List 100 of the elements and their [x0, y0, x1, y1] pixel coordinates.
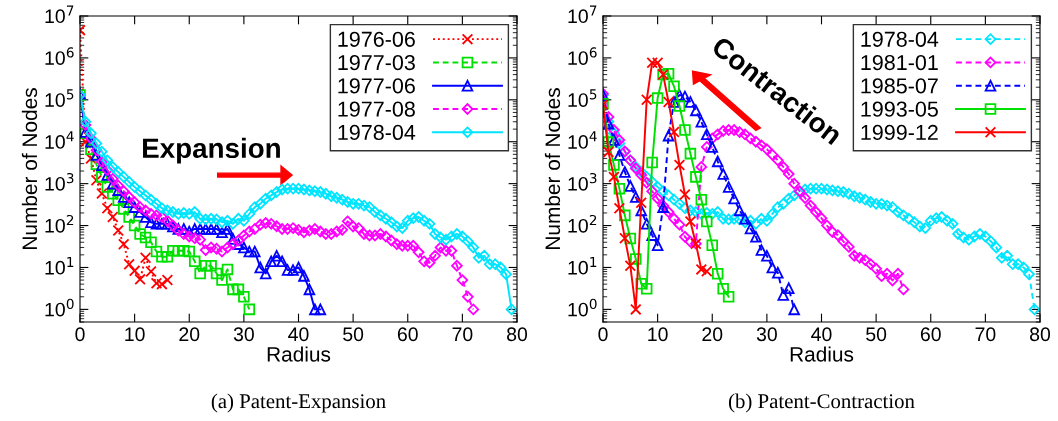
- point: [892, 267, 904, 280]
- point: [630, 253, 642, 265]
- point: [101, 202, 114, 214]
- point: [624, 180, 637, 192]
- point: [608, 159, 620, 171]
- point: [668, 212, 680, 225]
- point: [107, 211, 119, 223]
- point: [216, 226, 228, 239]
- point: [139, 211, 152, 223]
- point: [684, 235, 697, 248]
- point: [766, 261, 779, 274]
- point: [254, 261, 267, 274]
- x-tick-label: 40: [811, 327, 832, 342]
- x-tick-label: 0: [598, 327, 608, 342]
- y-tick-label: 10$^{0}$: [45, 298, 74, 317]
- point: [156, 278, 168, 290]
- point: [695, 115, 708, 128]
- point: [766, 148, 779, 161]
- point: [183, 245, 196, 258]
- point: [701, 128, 713, 141]
- point: [619, 209, 631, 222]
- point: [314, 303, 327, 316]
- point: [232, 238, 245, 250]
- point: [167, 245, 179, 257]
- y-tick-label: 10$^{4}$: [45, 131, 74, 149]
- x-tick-label: 20: [179, 327, 200, 342]
- point: [117, 238, 130, 250]
- text: (a) Patent-Expansion: [211, 393, 386, 413]
- point: [815, 212, 828, 224]
- point: [145, 236, 157, 249]
- point: [194, 267, 206, 280]
- text: (b) Patent-Contraction: [728, 393, 915, 413]
- point: [265, 255, 277, 268]
- point: [96, 187, 108, 200]
- point: [679, 124, 691, 136]
- point: [630, 303, 642, 316]
- legend-label: 1977-03: [338, 54, 415, 71]
- point: [139, 231, 152, 244]
- x-tick-label: 30: [233, 327, 254, 342]
- point: [205, 259, 217, 272]
- point: [859, 254, 872, 266]
- point: [826, 226, 839, 238]
- point: [700, 141, 713, 153]
- point: [777, 289, 790, 301]
- point: [711, 267, 724, 280]
- point: [101, 181, 114, 193]
- y-tick-label: 10$^{6}$: [45, 47, 74, 65]
- point: [662, 96, 675, 108]
- x-tick-label: 40: [288, 327, 309, 342]
- point: [145, 216, 157, 229]
- point: [287, 264, 299, 276]
- y-tick-label: 10$^{0}$: [568, 298, 597, 317]
- point: [651, 92, 664, 104]
- y-tick-label: 10$^{1}$: [568, 257, 597, 275]
- point: [662, 67, 675, 80]
- point: [107, 177, 119, 190]
- point: [221, 223, 234, 235]
- point: [733, 204, 746, 217]
- point: [886, 274, 899, 287]
- point: [156, 251, 168, 263]
- x-tick-label: 20: [702, 327, 723, 342]
- point: [640, 176, 653, 189]
- point: [635, 277, 648, 290]
- point: [303, 283, 316, 296]
- point: [772, 266, 784, 279]
- point: [739, 213, 751, 225]
- point: [651, 56, 664, 69]
- point: [117, 203, 130, 215]
- point: [662, 129, 675, 142]
- point: [292, 261, 305, 274]
- point: [134, 273, 146, 286]
- legend-label: 1993-05: [861, 101, 938, 117]
- point: [744, 222, 757, 235]
- point: [679, 90, 691, 103]
- point: [777, 161, 790, 173]
- y-tick-label: 10$^{7}$: [45, 5, 74, 24]
- y-tick-label: 10$^{6}$: [568, 47, 597, 65]
- point: [635, 204, 648, 217]
- legend-label: 1981-01: [861, 54, 938, 71]
- point: [112, 224, 125, 237]
- point: [205, 223, 217, 235]
- point: [635, 169, 648, 181]
- point: [238, 241, 250, 254]
- point: [673, 89, 686, 101]
- y-tick-label: 10$^{7}$: [568, 5, 597, 24]
- legend-label: 1976-06: [338, 31, 415, 47]
- point: [684, 147, 697, 160]
- point: [128, 201, 141, 213]
- point: [90, 174, 103, 187]
- point: [750, 231, 762, 243]
- point: [210, 267, 223, 280]
- point: [842, 241, 855, 253]
- point: [853, 251, 866, 264]
- point: [771, 154, 784, 167]
- point: [668, 96, 680, 108]
- point: [188, 255, 201, 268]
- point: [897, 283, 910, 296]
- point: [782, 168, 795, 180]
- y-tick-label: 10$^{3}$: [45, 173, 74, 191]
- point: [608, 124, 620, 136]
